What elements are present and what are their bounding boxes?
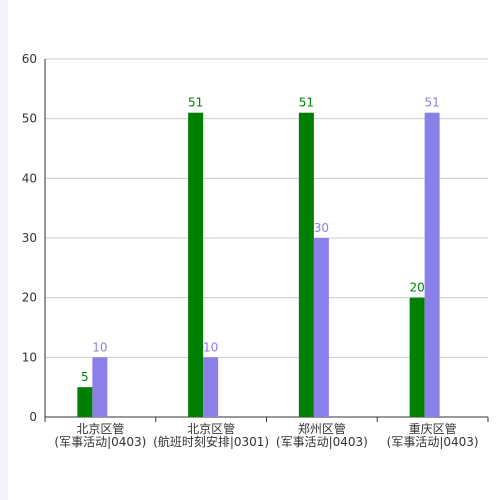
y-tick-label: 30	[22, 231, 37, 245]
data-label: 51	[299, 96, 314, 110]
y-tick-label: 40	[22, 171, 37, 185]
bar	[298, 112, 314, 417]
side-strip	[0, 0, 8, 500]
x-tick-label: 北京区管	[76, 421, 124, 436]
x-tick-label: (军事活动|0403)	[54, 435, 146, 449]
bar	[203, 357, 219, 417]
y-tick-label: 0	[29, 410, 37, 424]
y-tick-label: 50	[22, 112, 37, 126]
bar	[77, 387, 93, 417]
y-tick-label: 60	[22, 52, 37, 66]
bar	[188, 112, 204, 417]
x-tick-label: (军事活动|0403)	[387, 435, 479, 449]
x-tick-label: (航班时刻安排|0301)	[153, 434, 269, 449]
x-tick-label: 郑州区管	[298, 421, 346, 436]
data-label: 30	[314, 221, 329, 235]
data-label: 10	[92, 340, 107, 354]
x-tick-label: 重庆区管	[409, 421, 457, 436]
data-label: 51	[424, 96, 439, 110]
y-tick-label: 20	[22, 291, 37, 305]
data-label: 5	[81, 370, 89, 384]
x-tick-label: (军事活动|0403)	[276, 435, 368, 449]
x-tick-label: 北京区管	[187, 421, 235, 436]
bar	[409, 297, 425, 417]
y-tick-label: 10	[22, 350, 37, 364]
data-label: 10	[203, 340, 218, 354]
bar	[424, 112, 440, 417]
data-label: 51	[188, 96, 203, 110]
data-label: 20	[409, 281, 424, 295]
bar	[313, 238, 329, 417]
bar	[92, 357, 108, 417]
